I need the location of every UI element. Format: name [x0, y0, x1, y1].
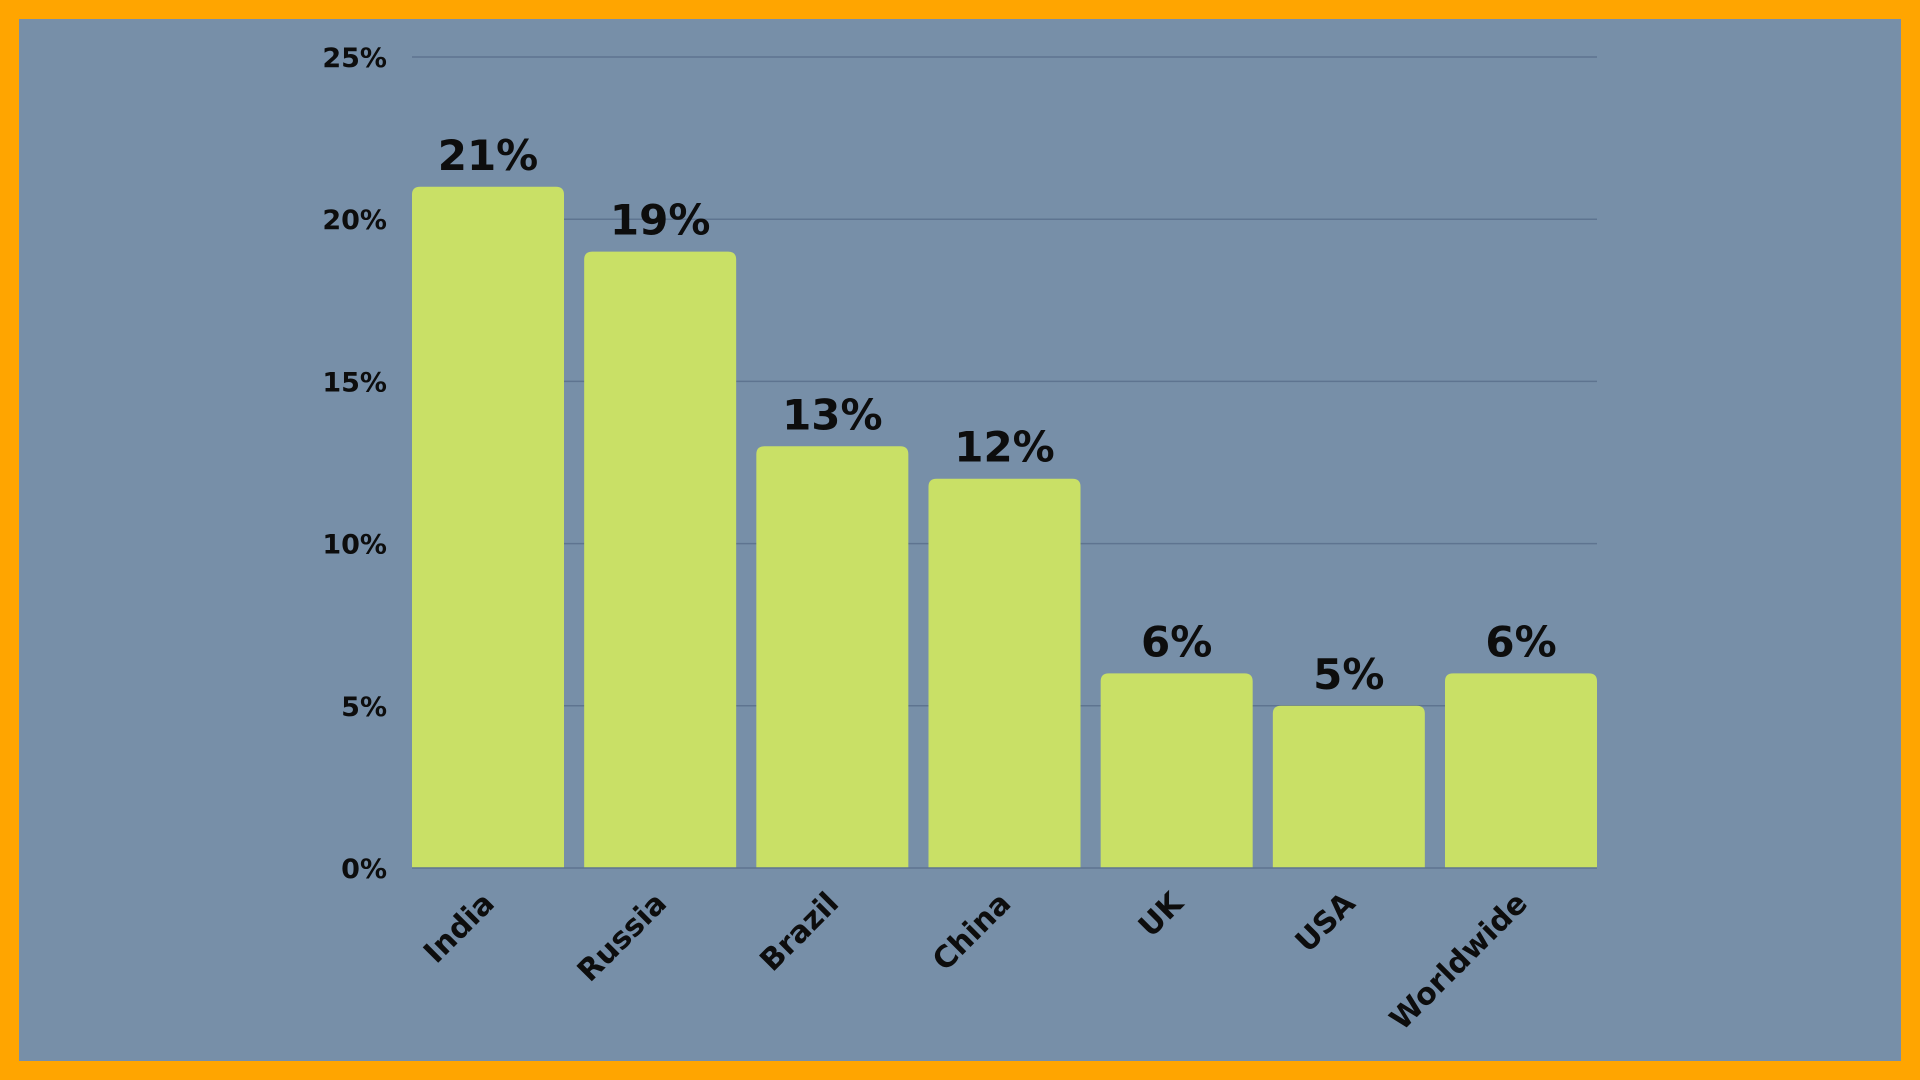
- data-labels: 21% 19% 13% 12% 6% 5% 6%: [438, 131, 1557, 699]
- bar-russia: [584, 251, 737, 868]
- y-tick-label: 0%: [341, 854, 387, 885]
- bar-worldwide: [1445, 673, 1597, 868]
- bar-india: [412, 186, 564, 868]
- x-axis-category-labels: India Russia Brazil China UK USA Worldwide: [417, 885, 1535, 1038]
- x-tick-label: Russia: [571, 886, 674, 989]
- y-axis-tick-labels: 0% 5% 10% 15% 20% 25%: [322, 43, 387, 885]
- x-tick-label: USA: [1289, 885, 1363, 959]
- x-tick-label: India: [417, 886, 502, 971]
- data-label: 5%: [1313, 650, 1384, 699]
- data-label: 21%: [438, 131, 539, 180]
- bar-brazil: [756, 446, 909, 868]
- x-tick-label: UK: [1132, 885, 1192, 945]
- bar-uk: [1100, 673, 1253, 868]
- data-label: 12%: [954, 423, 1055, 472]
- data-label: 13%: [782, 390, 883, 439]
- bars: [412, 186, 1597, 868]
- y-tick-label: 5%: [341, 692, 387, 723]
- data-label: 6%: [1485, 617, 1556, 666]
- y-tick-label: 20%: [322, 205, 387, 236]
- x-tick-label: Worldwide: [1383, 886, 1534, 1037]
- bar-usa: [1272, 705, 1425, 868]
- data-label: 6%: [1141, 617, 1212, 666]
- y-tick-label: 15%: [322, 367, 387, 398]
- bar-china: [928, 478, 1081, 868]
- x-tick-label: Brazil: [753, 886, 846, 979]
- x-tick-label: China: [926, 886, 1018, 978]
- y-tick-label: 25%: [322, 43, 387, 74]
- data-label: 19%: [610, 196, 711, 245]
- y-tick-label: 10%: [322, 530, 387, 561]
